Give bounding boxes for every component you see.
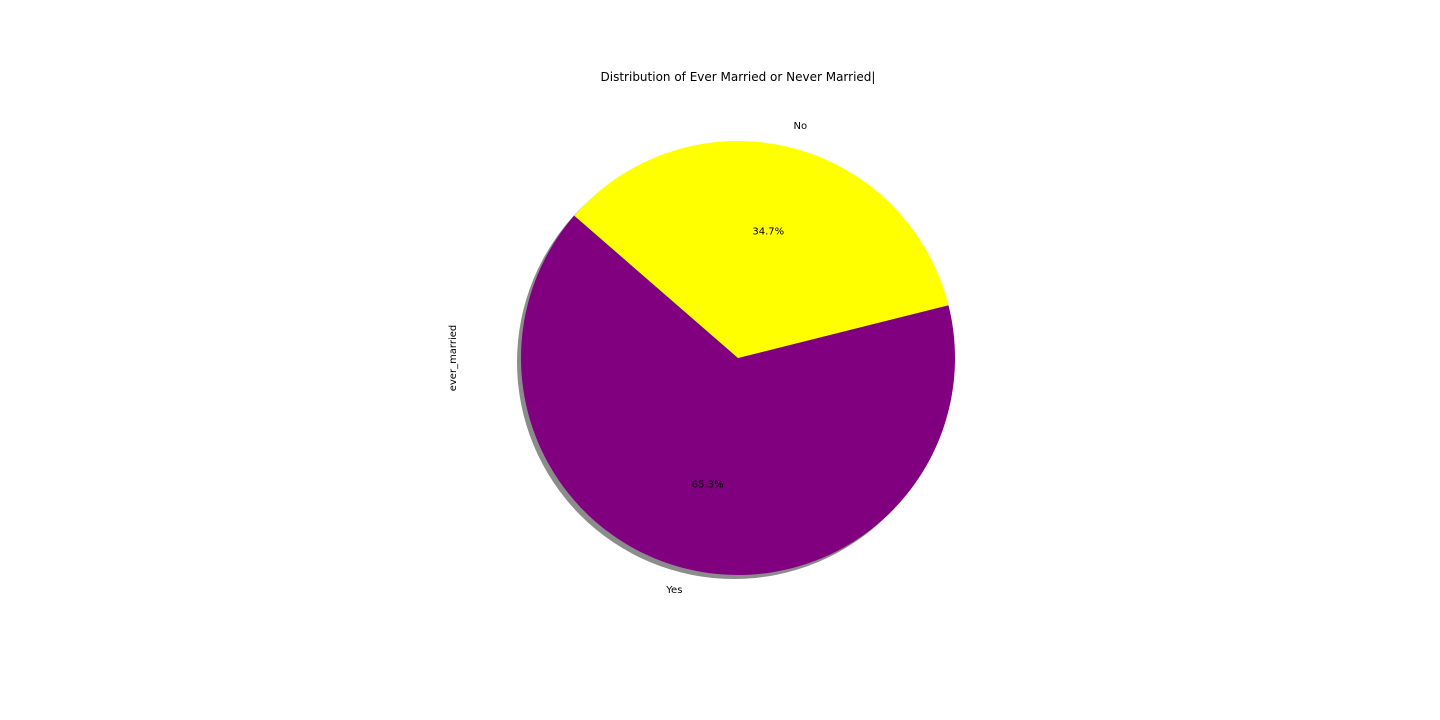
pie-labels: Yes 65.3% No 34.7% — [665, 121, 807, 596]
y-axis-label: ever_married — [448, 325, 459, 392]
slice-label-yes: Yes — [665, 585, 682, 596]
percent-label-yes: 65.3% — [692, 480, 724, 491]
pie-slice-yes — [521, 215, 955, 575]
percent-label-no: 34.7% — [752, 226, 784, 237]
pie-slice-no — [574, 140, 949, 358]
pie-slices — [521, 140, 955, 575]
slice-label-no: No — [794, 121, 808, 132]
chart-title: Distribution of Ever Married or Never Ma… — [601, 70, 876, 84]
